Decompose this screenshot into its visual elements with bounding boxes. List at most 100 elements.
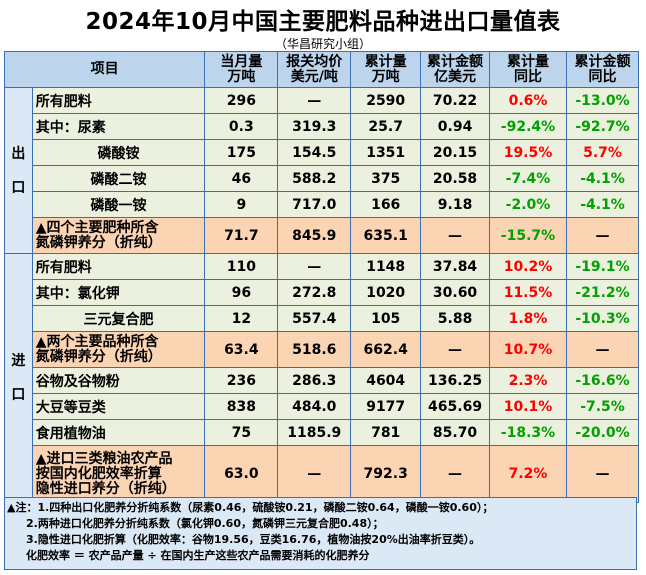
table-cell: 0.6%	[488, 87, 568, 114]
table-row: 食用植物油 75 1185.9 781 85.70 -18.3% -20.0%	[5, 419, 639, 446]
table-cell: 319.3	[277, 113, 352, 140]
header-item: 项目	[3, 51, 206, 88]
table-cell: -92.4%	[488, 113, 568, 140]
table-cell: -19.1%	[566, 253, 639, 280]
table-cell: —	[566, 331, 639, 368]
table-cell: 1351	[350, 139, 422, 166]
table-cell: 1185.9	[277, 419, 352, 446]
table-row: 磷酸铵 175 154.5 1351 20.15 19.5% 5.7%	[5, 139, 639, 166]
table-cell: 19.5%	[488, 139, 568, 166]
table-cell: 30.60	[420, 279, 490, 306]
table-cell: 136.25	[420, 367, 490, 394]
table-cell: 20.15	[420, 139, 490, 166]
table-cell: 1.8%	[488, 305, 568, 332]
row-label: 食用植物油	[31, 419, 206, 446]
table-cell: -18.3%	[488, 419, 568, 446]
note-line: 2.两种进口化肥养分折纯系数（氯化钾0.60，氮磷钾三元复合肥0.48）；	[26, 517, 384, 530]
row-label: 其中：尿素	[31, 113, 206, 140]
table-cell: 272.8	[277, 279, 352, 306]
note-line: 化肥效率 ＝ 农产品产量 ÷ 在国内生产这些农产品需要消耗的化肥养分	[26, 549, 370, 562]
table-cell: 9	[204, 191, 279, 218]
table-cell: 75	[204, 419, 279, 446]
table-cell: -13.0%	[566, 87, 639, 114]
table-cell: 9177	[350, 393, 422, 420]
table-cell: 375	[350, 165, 422, 192]
table-row: ▲两个主要品种所含 氮磷钾养分（折纯） 63.4 518.6 662.4—10.7% —	[5, 331, 639, 368]
fertilizer-table: 项目 当月量 万吨 报关均价 美元/吨 累计量 万吨 累计金额 亿美元 累计量 同比 累计…	[3, 51, 639, 503]
header-cum-value: 累计金额 亿美元	[420, 51, 490, 88]
header-line: 万吨	[371, 68, 400, 85]
table-cell: -4.1%	[566, 191, 639, 218]
table-cell: —	[420, 331, 490, 368]
table-cell: —	[566, 445, 639, 503]
table-cell: 838	[204, 393, 279, 420]
table-cell: 0.94	[420, 113, 490, 140]
table-cell: 286.3	[277, 367, 352, 394]
table-cell: 1148	[350, 253, 422, 280]
table-cell: 0.3	[204, 113, 279, 140]
row-label-line: 隐性进口养分（折纯）	[35, 480, 176, 497]
table-cell: 63.0	[204, 445, 279, 503]
table-cell: —	[277, 87, 352, 114]
table-cell: 236	[204, 367, 279, 394]
table-cell: —	[420, 445, 490, 503]
table-row: 磷酸二铵 46 588.2 375 20.58 -7.4% -4.1%	[5, 165, 639, 192]
table-cell: 635.1	[350, 217, 422, 254]
table-cell: 10.2%	[488, 253, 568, 280]
header-avg-price: 报关均价 美元/吨	[277, 51, 352, 88]
table-cell: 154.5	[277, 139, 352, 166]
table-cell: 557.4	[277, 305, 352, 332]
table-row: 其中：尿素 0.3 319.3 25.7 0.94 -92.4% -92.7%	[5, 113, 639, 140]
header-line: 累计金额	[427, 53, 484, 70]
table-cell: 781	[350, 419, 422, 446]
row-label: ▲四个主要肥种所含 氮磷钾养分（折纯）	[31, 217, 206, 254]
table-cell: 484.0	[277, 393, 352, 420]
table-cell: 110	[204, 253, 279, 280]
table-cell: 63.4	[204, 331, 279, 368]
header-month-volume: 当月量 万吨	[204, 51, 279, 88]
table-cell: 37.84	[420, 253, 490, 280]
table-cell: 10.7%	[488, 331, 568, 368]
table-cell: 845.9	[277, 217, 352, 254]
header-line: 同比	[514, 68, 542, 85]
table-cell: 12	[204, 305, 279, 332]
header-line: 万吨	[227, 68, 256, 85]
header-line: 当月量	[220, 53, 263, 70]
row-label-line: 氮磷钾养分（折纯）	[35, 234, 162, 251]
table-cell: 717.0	[277, 191, 352, 218]
row-label: 谷物及谷物粉	[31, 367, 206, 394]
row-label: 所有肥料	[31, 253, 206, 280]
table-cell: -92.7%	[566, 113, 639, 140]
table-cell: -20.0%	[566, 419, 639, 446]
table-cell: 96	[204, 279, 279, 306]
table-row: 三元复合肥 12 557.4 105 5.88 1.8% -10.3%	[5, 305, 639, 332]
section-char: 口	[11, 387, 26, 403]
header-val-yoy: 累计金额 同比	[566, 51, 639, 88]
row-label-line: ▲四个主要肥种所含	[35, 219, 159, 236]
table-row: 谷物及谷物粉 236 286.3 4604 136.25 2.3% -16.6%	[5, 367, 639, 394]
table-cell: 9.18	[420, 191, 490, 218]
table-cell: -16.6%	[566, 367, 639, 394]
table-cell: 518.6	[277, 331, 352, 368]
table-cell: 70.22	[420, 87, 490, 114]
notes-box: ▲注：1.四种出口化肥养分折纯系数（尿素0.46，硫酸铵0.21，磷酸二铵0.6…	[4, 497, 637, 570]
table-cell: 175	[204, 139, 279, 166]
table-cell: 166	[350, 191, 422, 218]
row-label: 其中：氯化钾	[31, 279, 206, 306]
table-cell: 11.5%	[488, 279, 568, 306]
export-section-label: 出口	[4, 87, 33, 254]
table-cell: 10.1%	[488, 393, 568, 420]
row-label: 所有肥料	[31, 87, 206, 114]
table-cell: 296	[204, 87, 279, 114]
table-cell: 46	[204, 165, 279, 192]
header-line: 累计量	[507, 53, 549, 70]
table-row: 出口所有肥料 296—2590 70.22 0.6% -13.0%	[4, 87, 639, 254]
note-line: ▲注：1.四种出口化肥养分折纯系数（尿素0.46，硫酸铵0.21，磷酸二铵0.6…	[7, 501, 494, 514]
table-cell: 25.7	[350, 113, 422, 140]
table-cell: -15.7%	[488, 217, 568, 254]
table-cell: 5.7%	[566, 139, 639, 166]
table-cell: -2.0%	[488, 191, 568, 218]
table-cell: —	[420, 217, 490, 254]
section-char: 进	[11, 353, 26, 369]
table-row: 磷酸一铵 9 717.0 166 9.18 -2.0% -4.1%	[5, 191, 639, 218]
